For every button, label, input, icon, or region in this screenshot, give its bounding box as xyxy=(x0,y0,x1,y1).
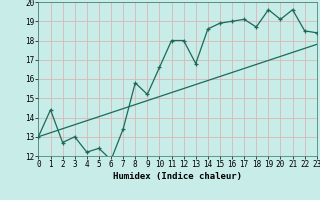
X-axis label: Humidex (Indice chaleur): Humidex (Indice chaleur) xyxy=(113,172,242,181)
